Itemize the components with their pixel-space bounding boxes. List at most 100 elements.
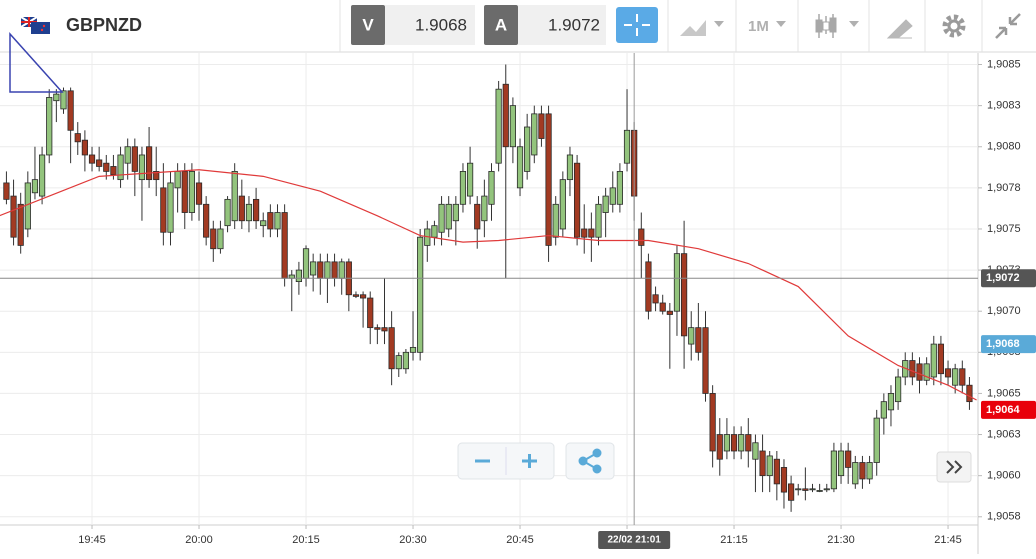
- price-tag-label: 1,9068: [986, 338, 1020, 350]
- y-tick-label: 1,9058: [987, 511, 1021, 523]
- candle-body: [602, 195, 609, 213]
- candle-body: [573, 162, 581, 238]
- candle-body: [709, 393, 716, 452]
- candle-body: [759, 450, 766, 477]
- collapse-icon[interactable]: [995, 13, 1021, 39]
- candle-body: [317, 261, 324, 279]
- candle-body: [545, 113, 552, 246]
- candle-body: [67, 90, 74, 131]
- moving-average: [0, 169, 977, 401]
- overlay: 22/02 21:01 1,9072 1,9068 1,9064: [0, 53, 1036, 549]
- share-button[interactable]: [565, 442, 615, 480]
- timeframe[interactable]: 1M: [748, 18, 769, 35]
- crosshair-time-tag: [598, 531, 671, 549]
- candle-body: [281, 212, 288, 279]
- candle-body: [31, 179, 39, 194]
- candle-body: [802, 488, 809, 491]
- candle-body: [944, 368, 952, 378]
- candle-body: [609, 187, 616, 205]
- candle-body: [88, 154, 96, 164]
- candle-body: [10, 195, 17, 238]
- candle-body: [809, 488, 816, 491]
- candle-body: [952, 368, 959, 386]
- ask-price: 1.9072: [548, 15, 600, 34]
- candle-body: [388, 327, 395, 370]
- candle-body: [466, 162, 474, 197]
- ask-button[interactable]: [484, 5, 518, 45]
- candle-body: [402, 351, 409, 370]
- zoom-in[interactable]: [522, 454, 537, 468]
- candle-body: [3, 182, 10, 200]
- candle-body: [773, 458, 780, 485]
- crosshair-price-label: 1,9072: [986, 272, 1020, 284]
- candle-body: [595, 203, 602, 238]
- symbol: GBPNZD: [66, 15, 142, 35]
- settings-icon-core: [947, 19, 961, 33]
- candle-body: [274, 212, 281, 230]
- candle-body: [916, 363, 923, 381]
- candle-body: [24, 182, 31, 230]
- candle-body: [252, 198, 260, 222]
- candle-body: [324, 261, 331, 279]
- candle-body: [331, 261, 338, 279]
- candle-body: [766, 455, 773, 477]
- candle-body: [538, 113, 545, 139]
- candle-body: [859, 462, 866, 480]
- y-tick-label: 1,9075: [987, 223, 1021, 235]
- candle-body: [788, 483, 795, 501]
- candle-body: [830, 450, 838, 490]
- ask-box[interactable]: [518, 5, 606, 45]
- dropdown-arrow: [849, 21, 859, 27]
- bid-box[interactable]: [385, 5, 475, 45]
- x-tick-label: 20:30: [399, 534, 427, 546]
- candle-body: [702, 327, 709, 394]
- candle-body: [117, 154, 124, 181]
- candle-body: [138, 154, 146, 181]
- candle-body: [238, 195, 245, 222]
- candle-body: [681, 253, 688, 337]
- candles-icon[interactable]: [815, 14, 837, 38]
- candle-body: [552, 203, 559, 238]
- candle-body: [459, 171, 467, 205]
- x-tick-label: 20:45: [506, 534, 534, 546]
- candle-body: [509, 105, 516, 148]
- price-tag: [981, 335, 1036, 354]
- candle-body: [937, 343, 945, 375]
- candle-body: [959, 368, 966, 386]
- candle-body: [46, 97, 53, 156]
- candle-body: [566, 154, 574, 181]
- candle-body: [887, 393, 895, 411]
- candle-body: [167, 182, 174, 233]
- candle-body: [481, 195, 488, 222]
- scroll-right-icon: [946, 460, 963, 474]
- candle-body: [645, 261, 652, 312]
- candle-body: [374, 327, 381, 330]
- candle-body: [359, 294, 367, 299]
- candle-body: [581, 228, 588, 238]
- bid-label: V: [362, 15, 374, 34]
- candle-body: [381, 327, 388, 332]
- plot: 1,9058 1,9060 1,9063 1,9065 1,9068 1,9070 1,90…: [0, 53, 1021, 554]
- y-tick-label: 1,9080: [987, 141, 1021, 153]
- candle-body: [930, 343, 937, 378]
- candle-body: [267, 212, 274, 230]
- bid-button[interactable]: [351, 5, 385, 45]
- candle-body: [823, 488, 830, 491]
- candle-body: [445, 203, 452, 230]
- draw-icon[interactable]: [886, 19, 913, 39]
- settings-icon[interactable]: [942, 14, 966, 38]
- crosshair-button[interactable]: [616, 7, 658, 43]
- chart-type-icon[interactable]: [680, 20, 706, 36]
- candle-body: [723, 434, 731, 452]
- candle-body: [352, 294, 360, 297]
- candle-body: [659, 302, 666, 312]
- candle-body: [502, 83, 509, 148]
- y-tick-label: 1,9070: [987, 305, 1021, 317]
- candle-body: [752, 442, 759, 460]
- candle-body: [895, 376, 902, 403]
- candle-body: [38, 154, 46, 197]
- candle-body: [188, 171, 195, 213]
- candle-body: [145, 146, 153, 181]
- candle-body: [730, 434, 738, 452]
- y-tick-label: 1,9085: [987, 58, 1021, 70]
